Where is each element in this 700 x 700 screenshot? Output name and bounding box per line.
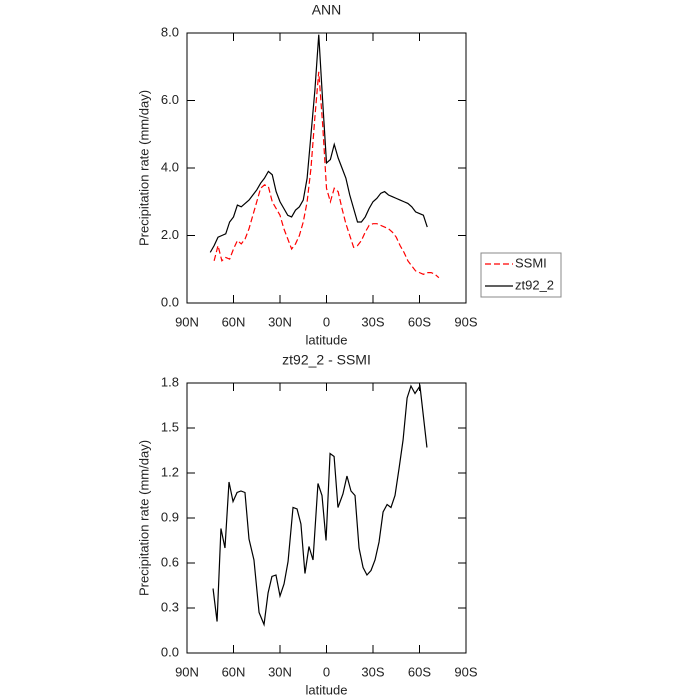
x-tick-label: 0 [323,314,330,329]
y-tick-label: 0.6 [161,554,179,569]
y-tick-label: 4.0 [161,159,179,174]
chart-title: zt92_2 - SSMI [282,352,371,368]
y-axis-label: Precipitation rate (mm/day) [136,90,151,246]
y-tick-label: 2.0 [161,227,179,242]
legend-label: zt92_2 [515,277,554,292]
y-tick-label: 0.9 [161,509,179,524]
x-tick-label: 0 [323,664,330,679]
legend-box [480,252,562,298]
legend-label: SSMI [515,255,547,270]
x-tick-label: 60N [222,664,246,679]
data-line [212,384,428,627]
x-tick-label: 60N [222,314,246,329]
x-tick-label: 90S [454,664,477,679]
y-tick-label: 0.3 [161,599,179,614]
data-line [213,71,440,279]
y-tick-label: 0.0 [161,294,179,309]
x-axis-label: latitude [306,332,348,347]
data-line [209,34,428,253]
x-tick-label: 90N [175,664,199,679]
x-tick-label: 60S [408,314,431,329]
x-tick-label: 60S [408,664,431,679]
y-tick-label: 8.0 [161,24,179,39]
x-tick-label: 30S [361,314,384,329]
y-tick-label: 0.0 [161,644,179,659]
y-axis-label: Precipitation rate (mm/day) [136,440,151,596]
x-axis-label: latitude [306,682,348,697]
x-tick-label: 30S [361,664,384,679]
x-tick-label: 30N [268,664,292,679]
x-tick-label: 90S [454,314,477,329]
x-tick-label: 30N [268,314,292,329]
y-tick-label: 6.0 [161,92,179,107]
y-tick-label: 1.5 [161,419,179,434]
y-tick-label: 1.2 [161,464,179,479]
plot-frame [186,32,467,304]
chart-title: ANN [312,2,342,18]
y-tick-label: 1.8 [161,374,179,389]
x-tick-label: 90N [175,314,199,329]
